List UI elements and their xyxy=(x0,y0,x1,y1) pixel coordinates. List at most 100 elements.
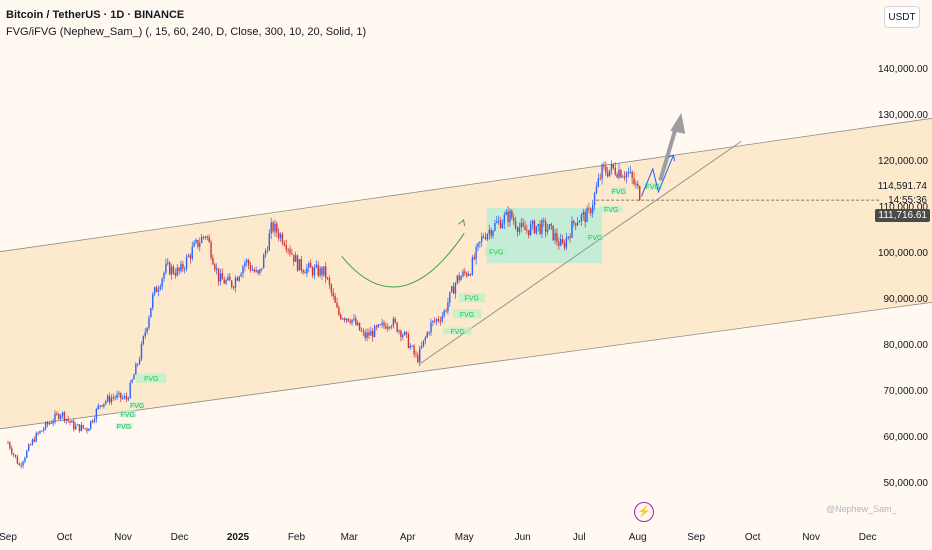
candle-body xyxy=(430,322,432,333)
candle-body xyxy=(270,222,272,234)
candle-body xyxy=(330,284,333,293)
candle-body xyxy=(437,318,440,321)
candle-body xyxy=(364,332,366,338)
candle-body xyxy=(546,229,549,232)
candle-body xyxy=(601,164,603,179)
candle-body xyxy=(176,267,178,276)
candle-body xyxy=(227,276,229,281)
candle-body xyxy=(298,259,301,271)
candle-body xyxy=(360,330,363,332)
y-tick-label: 140,000.00 xyxy=(877,64,928,75)
candle-body xyxy=(633,177,635,185)
fvg-zone xyxy=(586,233,604,241)
candle-body xyxy=(165,263,167,273)
candle-body xyxy=(108,395,111,403)
candle-body xyxy=(157,289,160,292)
candle-body xyxy=(168,262,171,275)
symbol-title[interactable]: Bitcoin / TetherUS · 1D · BINANCE xyxy=(6,9,185,21)
candle-body xyxy=(479,241,481,244)
candle-body xyxy=(120,392,122,399)
candle-body xyxy=(27,444,30,451)
candle-body xyxy=(65,418,67,421)
candle-body xyxy=(41,430,43,432)
y-tick-label: 100,000.00 xyxy=(877,248,928,259)
candle-body xyxy=(588,208,590,210)
candle-body xyxy=(163,272,165,279)
candle-body xyxy=(377,324,380,328)
candle-body xyxy=(484,237,487,240)
candle-body xyxy=(246,260,248,263)
candle-body xyxy=(294,255,297,262)
candle-body xyxy=(496,221,498,223)
candle-body xyxy=(550,224,553,226)
currency-button[interactable]: USDT xyxy=(884,6,920,28)
candle-body xyxy=(214,264,216,270)
fvg-label: FVG xyxy=(117,424,131,431)
y-tick-label: 70,000.00 xyxy=(883,386,929,397)
fvg-label: FVG xyxy=(604,207,618,214)
candle-body xyxy=(526,230,528,232)
y-tick-label: 60,000.00 xyxy=(883,432,929,443)
candle-body xyxy=(573,220,575,224)
candle-body xyxy=(370,331,372,336)
candle-body xyxy=(379,324,381,326)
candle-body xyxy=(586,208,588,223)
candle-body xyxy=(394,318,396,323)
candle-body xyxy=(95,409,98,420)
candle-body xyxy=(447,302,449,312)
candle-body xyxy=(428,332,430,334)
x-tick-label: Oct xyxy=(744,532,761,543)
fvg-label: FVG xyxy=(612,189,626,196)
fvg-label: FVG xyxy=(121,412,135,419)
candle-body xyxy=(597,178,600,187)
candle-body xyxy=(537,223,539,227)
candle-body xyxy=(518,227,521,232)
candle-body xyxy=(114,397,116,399)
candle-body xyxy=(612,164,615,168)
candle-body xyxy=(426,332,428,338)
candle-body xyxy=(135,364,137,375)
candle-body xyxy=(91,420,94,422)
candle-body xyxy=(328,278,331,285)
candle-body xyxy=(341,318,344,320)
candle-body xyxy=(200,236,203,244)
candle-body xyxy=(144,332,146,337)
candle-body xyxy=(291,253,293,255)
candle-body xyxy=(514,221,517,228)
candle-body xyxy=(112,397,114,399)
candle-body xyxy=(253,269,255,272)
candle-body xyxy=(454,282,457,294)
indicator-legend[interactable]: FVG/iFVG (Nephew_Sam_) (, 15, 60, 240, D… xyxy=(6,26,367,38)
candle-body xyxy=(170,266,173,275)
candle-body xyxy=(541,220,543,234)
candle-body xyxy=(503,214,506,224)
candle-body xyxy=(422,340,425,347)
fvg-label: FVG xyxy=(460,312,474,319)
candle-body xyxy=(187,255,190,257)
candle-body xyxy=(127,398,130,400)
fvg-zone xyxy=(458,293,485,303)
candle-body xyxy=(184,268,186,270)
candle-body xyxy=(452,286,455,294)
candle-body xyxy=(477,243,479,248)
cup-arc xyxy=(341,233,465,288)
candle-body xyxy=(61,412,64,416)
fvg-zone xyxy=(136,373,167,383)
candle-body xyxy=(56,413,58,415)
candle-body xyxy=(340,314,342,319)
candle-body xyxy=(251,269,254,271)
candle-body xyxy=(368,332,370,336)
candle-body xyxy=(458,275,460,281)
events-bolt-icon[interactable]: ⚡ xyxy=(634,502,654,522)
candle-body xyxy=(63,412,66,421)
candle-body xyxy=(48,423,51,425)
author-watermark: @Nephew_Sam_ xyxy=(826,504,897,514)
candle-body xyxy=(637,183,639,186)
candle-body xyxy=(285,245,287,250)
candle-body xyxy=(434,320,436,322)
candle-body xyxy=(54,413,56,422)
candle-body xyxy=(244,262,246,267)
candle-body xyxy=(400,330,402,338)
